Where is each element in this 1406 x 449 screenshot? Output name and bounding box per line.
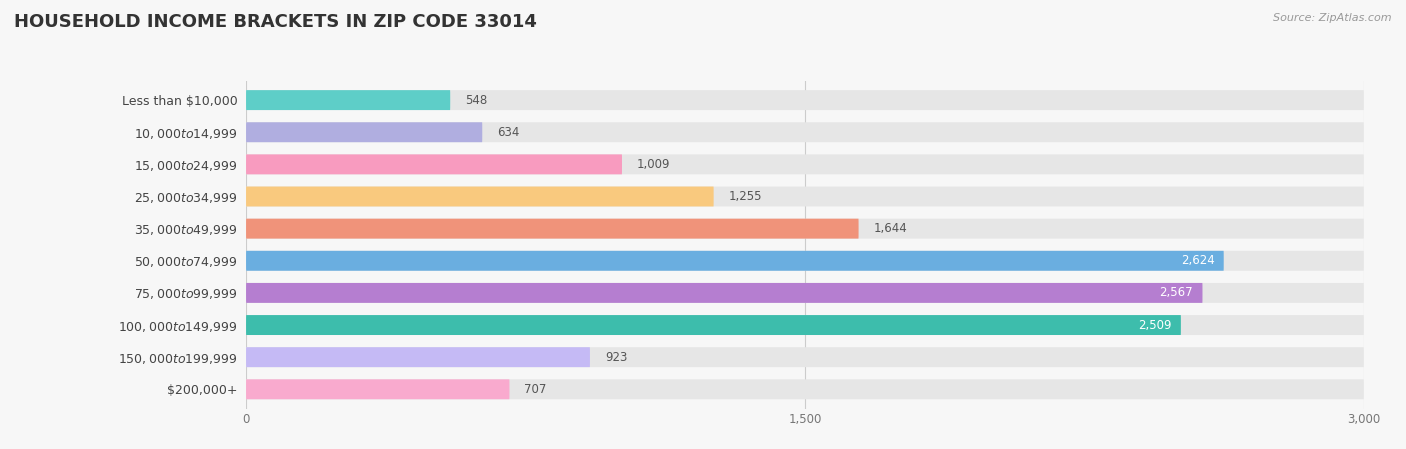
FancyBboxPatch shape (246, 315, 1181, 335)
FancyBboxPatch shape (246, 154, 1364, 174)
FancyBboxPatch shape (246, 90, 450, 110)
Text: 1,644: 1,644 (873, 222, 907, 235)
Text: 634: 634 (498, 126, 520, 139)
FancyBboxPatch shape (246, 283, 1202, 303)
Text: 2,567: 2,567 (1160, 286, 1194, 299)
Text: Source: ZipAtlas.com: Source: ZipAtlas.com (1274, 13, 1392, 23)
Text: 2,624: 2,624 (1181, 254, 1215, 267)
FancyBboxPatch shape (246, 186, 1364, 207)
FancyBboxPatch shape (246, 154, 621, 174)
Text: 923: 923 (605, 351, 627, 364)
FancyBboxPatch shape (246, 251, 1364, 271)
FancyBboxPatch shape (246, 315, 1364, 335)
FancyBboxPatch shape (246, 347, 1364, 367)
FancyBboxPatch shape (246, 186, 714, 207)
Text: 2,509: 2,509 (1137, 318, 1171, 331)
FancyBboxPatch shape (246, 251, 1223, 271)
FancyBboxPatch shape (246, 90, 1364, 110)
FancyBboxPatch shape (246, 283, 1364, 303)
FancyBboxPatch shape (246, 219, 859, 238)
Text: 1,255: 1,255 (728, 190, 762, 203)
FancyBboxPatch shape (246, 219, 1364, 238)
Text: 548: 548 (465, 93, 488, 106)
FancyBboxPatch shape (246, 347, 591, 367)
FancyBboxPatch shape (246, 122, 1364, 142)
FancyBboxPatch shape (246, 122, 482, 142)
Text: 1,009: 1,009 (637, 158, 671, 171)
FancyBboxPatch shape (246, 379, 509, 399)
Text: 707: 707 (524, 383, 547, 396)
FancyBboxPatch shape (246, 379, 1364, 399)
Text: HOUSEHOLD INCOME BRACKETS IN ZIP CODE 33014: HOUSEHOLD INCOME BRACKETS IN ZIP CODE 33… (14, 13, 537, 31)
